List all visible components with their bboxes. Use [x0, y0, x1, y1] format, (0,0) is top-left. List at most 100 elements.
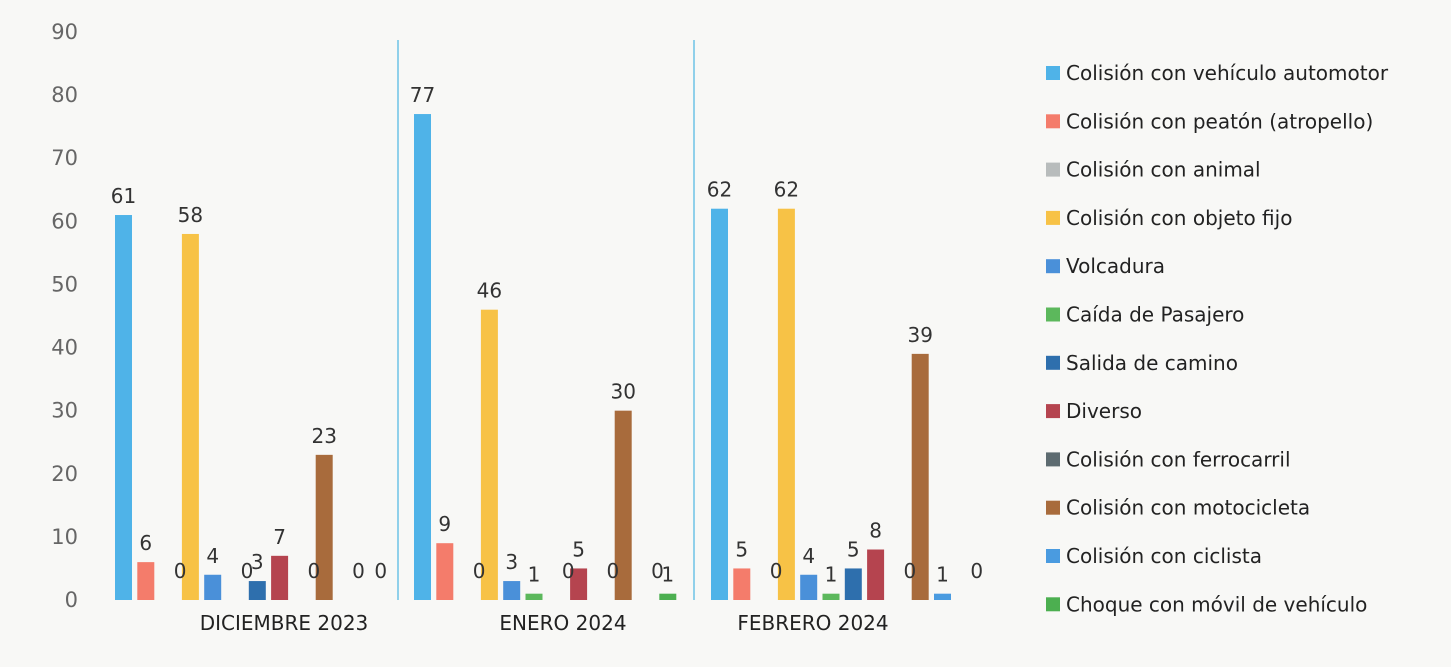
data-label: 7 [273, 525, 286, 549]
legend-label: Choque con móvil de vehículo [1066, 592, 1367, 616]
bar [711, 208, 728, 600]
data-label: 0 [562, 559, 575, 583]
data-label: 0 [352, 559, 365, 583]
y-tick-label: 90 [51, 20, 78, 44]
legend-label: Colisión con objeto fijo [1066, 206, 1292, 230]
legend-label: Colisión con vehículo automotor [1066, 61, 1389, 85]
legend: Colisión con vehículo automotor Colisión … [1046, 61, 1389, 616]
data-label: 5 [572, 537, 585, 561]
data-label: 61 [111, 184, 136, 208]
data-label: 23 [311, 424, 336, 448]
y-tick-label: 20 [51, 462, 78, 486]
legend-swatch [1046, 162, 1060, 177]
legend-swatch [1046, 500, 1060, 515]
data-label: 0 [308, 559, 321, 583]
data-label: 1 [528, 563, 541, 587]
bar [248, 581, 266, 600]
bar [800, 574, 818, 600]
data-label: 58 [178, 203, 203, 227]
data-label: 0 [904, 559, 917, 583]
y-tick-label: 50 [51, 272, 78, 296]
data-label: 62 [707, 178, 732, 202]
bar [659, 593, 677, 600]
legend-swatch [1046, 404, 1060, 419]
bar [414, 114, 431, 601]
bar [436, 543, 454, 600]
bar [777, 208, 795, 600]
legend-label: Colisión con animal [1066, 158, 1261, 182]
legend-swatch [1046, 259, 1060, 274]
data-label: 0 [607, 559, 620, 583]
data-label: 4 [802, 544, 815, 568]
legend-label: Colisión con ciclista [1066, 544, 1262, 568]
data-label: 30 [610, 380, 635, 404]
data-label: 1 [661, 563, 674, 587]
bar [204, 574, 222, 600]
category-label: FEBRERO 2024 [737, 611, 888, 635]
bar [315, 454, 333, 600]
legend-swatch [1046, 114, 1060, 129]
group-separators [397, 40, 695, 600]
bar [934, 593, 951, 600]
legend-swatch [1046, 597, 1060, 612]
category-label: ENERO 2024 [499, 611, 626, 635]
bar [480, 309, 498, 600]
y-axis: 0 10 20 30 40 50 60 70 80 90 [51, 20, 78, 612]
data-label: 0 [174, 559, 187, 583]
data-label: 4 [206, 544, 219, 568]
bar [911, 353, 929, 600]
category-labels: DICIEMBRE 2023 ENERO 2024 FEBRERO 2024 [200, 611, 889, 635]
category-label: DICIEMBRE 2023 [200, 611, 369, 635]
bar [503, 581, 521, 600]
legend-label: Volcadura [1066, 254, 1165, 278]
data-label: 5 [735, 537, 748, 561]
data-label: 0 [970, 559, 983, 583]
legend-swatch [1046, 452, 1060, 467]
bar [867, 549, 885, 600]
data-label: 0 [241, 559, 254, 583]
bar [570, 568, 588, 600]
legend-label: Colisión con peatón (atropello) [1066, 109, 1373, 133]
data-label: 1 [936, 563, 949, 587]
legend-label: Diverso [1066, 399, 1142, 423]
data-label: 3 [251, 550, 264, 574]
bar [181, 233, 199, 600]
data-label: 0 [651, 559, 664, 583]
data-label: 8 [869, 519, 882, 543]
bar [844, 568, 862, 600]
y-tick-label: 40 [51, 336, 78, 360]
data-label: 0 [374, 559, 387, 583]
legend-label: Colisión con motocicleta [1066, 496, 1310, 520]
legend-label: Colisión con ferrocarril [1066, 447, 1291, 471]
bar [137, 562, 155, 600]
legend-swatch [1046, 549, 1060, 563]
bar [822, 593, 840, 600]
legend-label: Caída de Pasajero [1066, 303, 1244, 327]
y-tick-label: 30 [51, 399, 78, 423]
bar [614, 410, 632, 600]
y-tick-label: 70 [51, 146, 78, 170]
bar [115, 215, 132, 600]
data-label: 0 [770, 559, 783, 583]
data-label: 3 [505, 550, 518, 574]
bar [525, 593, 543, 600]
bar [271, 555, 289, 600]
y-tick-label: 80 [51, 83, 78, 107]
y-tick-label: 60 [51, 209, 78, 233]
data-label: 0 [473, 559, 486, 583]
legend-swatch [1046, 355, 1060, 370]
legend-swatch [1046, 66, 1060, 80]
bars [115, 114, 951, 601]
data-label: 46 [477, 279, 502, 303]
data-label: 1 [825, 563, 838, 587]
legend-label: Salida de camino [1066, 351, 1238, 375]
data-label: 5 [847, 537, 860, 561]
data-label: 39 [907, 323, 932, 347]
data-label: 77 [410, 83, 435, 107]
data-label: 62 [774, 178, 799, 202]
y-tick-label: 10 [51, 525, 78, 549]
data-label: 9 [438, 512, 451, 536]
